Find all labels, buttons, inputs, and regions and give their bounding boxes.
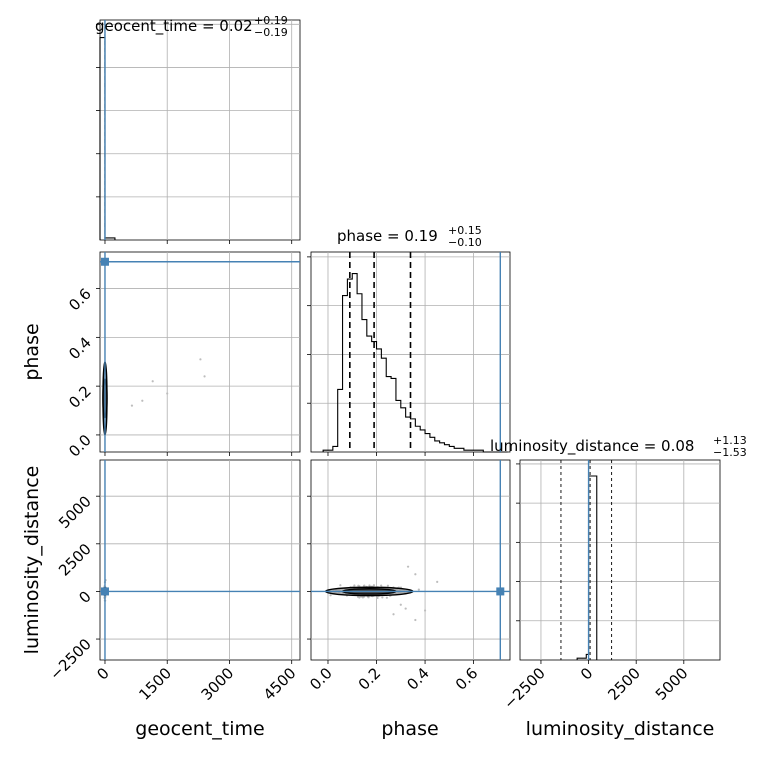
scatter-phase-geocent-time-outlier — [141, 399, 144, 402]
y-tick-label-p10-0: 0.0 — [65, 431, 95, 461]
title-phase: phase = 0.19 — [337, 227, 438, 245]
x-tick-label-h2-2: 2500 — [604, 664, 644, 704]
scatter-lumdist-phase-outlier — [423, 609, 427, 612]
scatter-lumdist-phase-point — [372, 584, 376, 587]
panel-phase-vs-geocent-time — [99, 251, 301, 453]
x-axis-label-luminosity-distance: luminosity_distance — [526, 718, 715, 740]
title-geocent-time-sup: +0.19 — [254, 14, 288, 27]
panel-lumdist-vs-phase — [310, 459, 511, 661]
scatter-lumdist-phase-outlier — [406, 565, 410, 568]
y-tick-label-p20-3: 5000 — [55, 492, 95, 532]
title-geocent-time: geocent_time = 0.02 — [95, 17, 253, 36]
title-luminosity-distance-main: luminosity_distance = 0.08 — [490, 437, 694, 456]
hist-luminosity-distance-steps — [576, 475, 598, 660]
x-axis-label-geocent-time: geocent_time — [135, 718, 264, 740]
scatter-lumdist-phase-outlier — [414, 618, 417, 622]
scatter-lumdist-phase-outlier — [392, 613, 395, 616]
hist-geocent-time-steps — [99, 37, 116, 240]
scatter-lumdist-phase-point — [329, 594, 332, 597]
scatter-phase-geocent-time-outlier — [199, 358, 202, 361]
x-axis-label-phase: phase — [381, 718, 438, 740]
x-tick-label-p21-3: 0.6 — [452, 664, 482, 694]
y-tick-label-p20-2: 2500 — [55, 540, 95, 580]
injection-marker-phase-geocent-time — [100, 257, 109, 266]
chart-marks: 0.00.20.40.60 1500 3000 4500−25000250050000… — [46, 20, 720, 713]
x-tick-label-h2-1: 0 — [577, 664, 596, 683]
x-tick-label-p21-0: 0.0 — [306, 664, 336, 694]
scatter-lumdist-phase-point — [361, 595, 364, 599]
scatter-lumdist-phase-point — [363, 584, 366, 587]
x-tick-label-p20-1: 1500 — [135, 664, 175, 704]
panel-lumdist-vs-geocent-time — [99, 459, 301, 661]
scatter-phase-geocent-time-outlier — [151, 380, 154, 383]
injection-marker-lumdist-phase — [496, 587, 505, 596]
scatter-lumdist-phase-point — [385, 596, 388, 599]
title-luminosity-distance-sub: −1.53 — [713, 446, 747, 459]
y-tick-label-p10-3: 0.6 — [65, 285, 95, 315]
scatter-lumdist-phase-point — [368, 584, 371, 587]
scatter-phase-geocent-time-outlier — [130, 404, 134, 407]
title-luminosity-distance: luminosity_distance = 0.08 — [490, 437, 694, 456]
title-geocent-time-main: geocent_time = 0.02 — [95, 17, 253, 36]
x-tick-label-p20-0: 0 — [93, 664, 112, 683]
scatter-lumdist-phase-point — [367, 596, 370, 599]
x-tick-label-p21-2: 0.4 — [403, 664, 433, 694]
y-tick-label-p10-2: 0.4 — [65, 333, 95, 363]
title-luminosity-distance-sup: +1.13 — [713, 434, 747, 447]
hist-phase-steps — [322, 272, 508, 453]
title-phase-sub: −0.10 — [448, 236, 482, 249]
scatter-lumdist-phase-point — [386, 584, 390, 587]
injection-marker-lumdist-geocent-time — [100, 587, 109, 596]
title-geocent-time-sub: −0.19 — [254, 26, 288, 39]
title-phase-sup: +0.15 — [448, 224, 482, 237]
x-tick-label-h2-0: −2500 — [500, 664, 549, 713]
x-tick-label-p21-1: 0.2 — [355, 664, 385, 694]
title-phase-main: phase = 0.19 — [337, 227, 438, 245]
x-tick-label-h2-3: 5000 — [652, 664, 692, 704]
panel-hist-luminosity-distance — [519, 459, 721, 661]
scatter-lumdist-phase-point — [417, 588, 420, 591]
y-tick-label-p20-0: −2500 — [46, 635, 95, 684]
panel-hist-geocent-time — [99, 19, 301, 241]
scatter-phase-geocent-time-outlier — [203, 375, 206, 378]
y-axis-label-phase: phase — [21, 323, 43, 380]
scatter-lumdist-phase-point — [381, 596, 384, 599]
scatter-lumdist-phase-outlier — [436, 580, 439, 584]
y-tick-label-p10-1: 0.2 — [65, 382, 95, 412]
scatter-lumdist-phase-outlier — [414, 573, 417, 576]
scatter-lumdist-phase-point — [339, 584, 342, 587]
scatter-lumdist-phase-point — [353, 584, 356, 587]
y-axis-label-luminosity-distance: luminosity_distance — [21, 466, 43, 655]
scatter-lumdist-phase-point — [376, 596, 379, 600]
x-tick-label-p20-2: 3000 — [198, 664, 238, 704]
x-tick-label-p20-3: 4500 — [260, 664, 300, 704]
scatter-lumdist-phase-outlier — [404, 607, 407, 610]
scatter-lumdist-phase-outlier — [399, 603, 402, 606]
scatter-lumdist-phase-point — [380, 584, 383, 587]
y-tick-label-p20-1: 0 — [75, 588, 94, 607]
scatter-phase-geocent-time-outlier — [166, 392, 169, 395]
